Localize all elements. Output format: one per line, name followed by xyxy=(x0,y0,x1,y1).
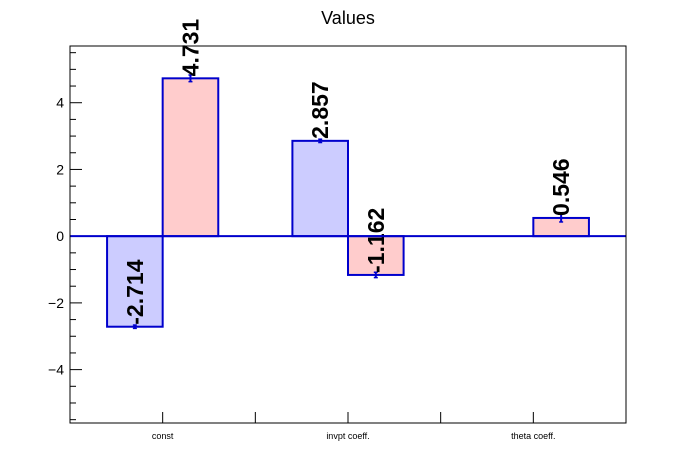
bar xyxy=(161,77,220,238)
x-category-label: theta coeff. xyxy=(511,431,555,441)
bar xyxy=(291,139,349,238)
bar xyxy=(106,235,164,328)
plot-area: −4 −2 0 2 4 const invpt coeff. theta coeff. -2.7… xyxy=(48,19,626,441)
chart-title: Values xyxy=(321,8,375,28)
y-tick-label: −2 xyxy=(48,295,64,311)
bar-value-label: -2.714 xyxy=(122,259,148,324)
x-category-label: invpt coeff. xyxy=(326,431,369,441)
bar-value-label: 0.546 xyxy=(548,158,574,216)
y-tick-label: 2 xyxy=(56,161,64,177)
y-tick-label: 0 xyxy=(56,228,64,244)
bar-value-label: 2.857 xyxy=(307,81,333,139)
bar-value-label: -1.162 xyxy=(363,208,389,273)
x-category-label: const xyxy=(152,431,174,441)
y-tick-label: −4 xyxy=(48,362,64,378)
plot-frame xyxy=(69,45,627,424)
y-tick-label: 4 xyxy=(56,95,64,111)
bar-value-label: 4.731 xyxy=(177,19,203,77)
